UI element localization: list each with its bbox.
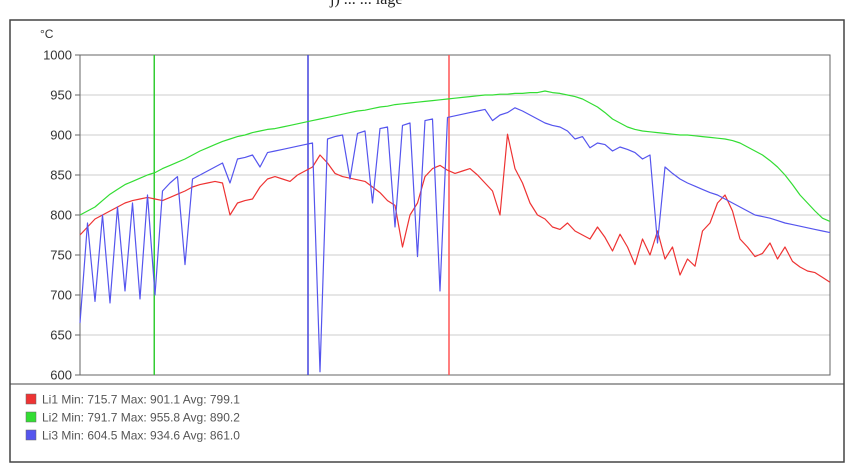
legend-swatch-li1 [25,393,37,405]
y-tick-label: 900 [50,128,72,143]
legend-entry-li3: Li3 Min: 604.5 Max: 934.6 Avg: 861.0 [42,429,240,443]
vertical-markers [153,55,450,375]
y-tick-label: 800 [50,208,72,223]
legend-entry-li2: Li2 Min: 791.7 Max: 955.8 Avg: 890.2 [42,411,240,425]
partial-caption: j) ... ... lage [330,0,402,9]
y-tick-label: 950 [50,88,72,103]
legend-swatch-li3 [25,429,37,441]
series-line-li3 [79,107,831,373]
outer-border [9,19,845,463]
legend: Li1 Min: 715.7 Max: 901.1 Avg: 799.1 Li2 … [25,393,240,443]
series-lines [79,90,831,373]
y-tick-label: 700 [50,288,72,303]
legend-entry-li1: Li1 Min: 715.7 Max: 901.1 Avg: 799.1 [42,393,240,407]
y-tick-label: 1000 [43,48,72,63]
y-axis-ticks: 1000 950 900 850 800 750 700 650 600 [43,48,80,383]
y-tick-label: 600 [50,368,72,383]
y-tick-label: 650 [50,328,72,343]
series-line-li1 [79,133,831,283]
legend-swatch-li2 [25,411,37,423]
y-tick-label: 750 [50,248,72,263]
series-line-li2 [79,90,831,222]
y-unit-label: °C [40,27,54,41]
y-tick-label: 850 [50,168,72,183]
